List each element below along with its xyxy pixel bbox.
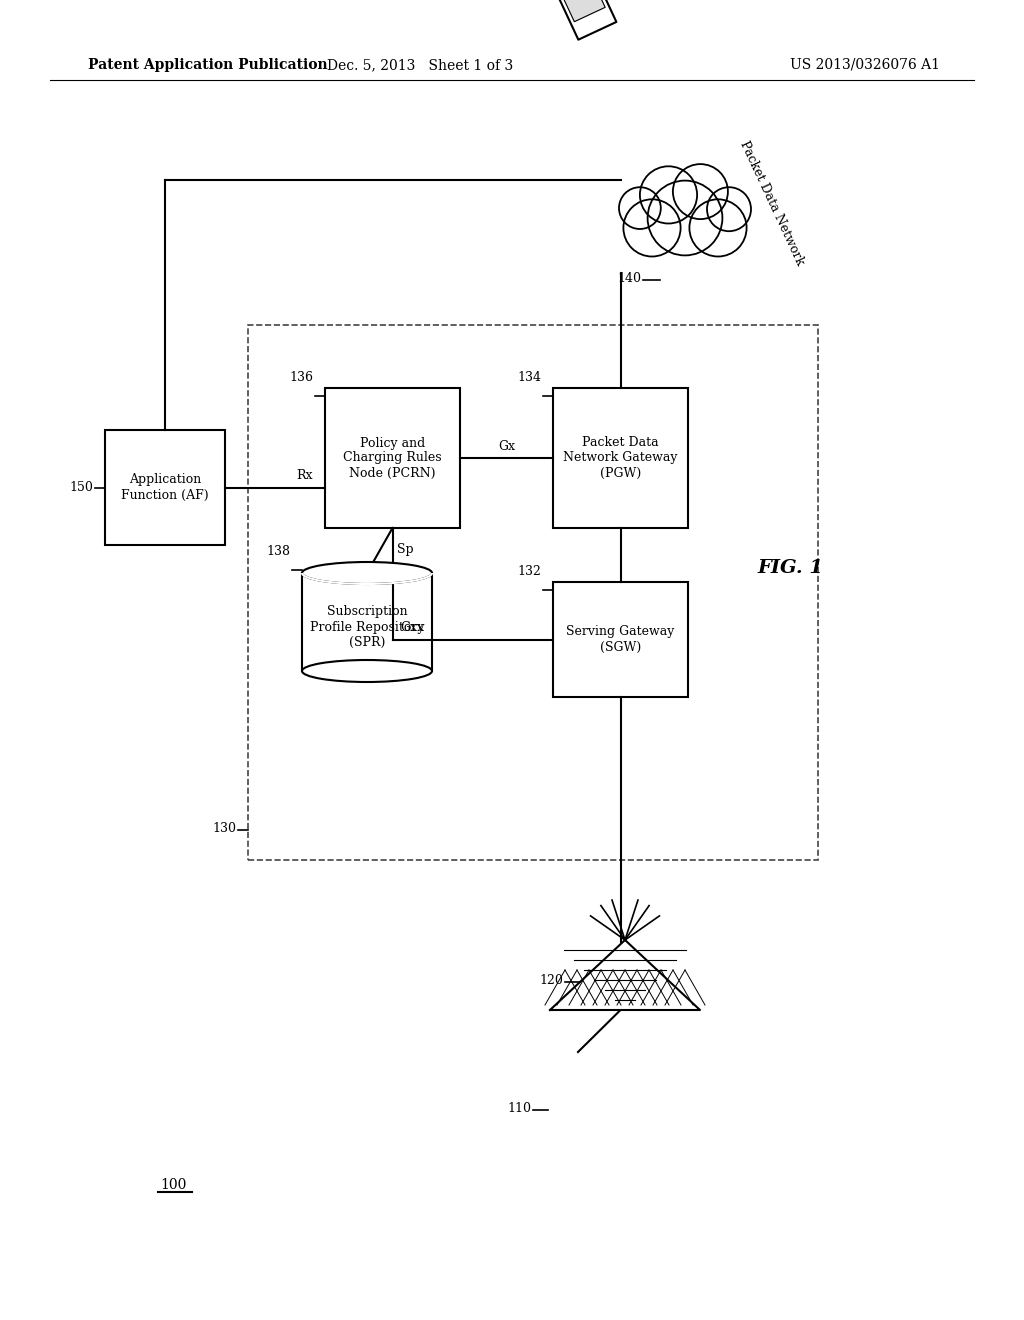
Text: 136: 136 [289,371,313,384]
Circle shape [618,187,660,228]
Circle shape [707,187,751,231]
Text: FIG. 1: FIG. 1 [757,558,823,577]
Text: 130: 130 [212,821,236,834]
Text: Patent Application Publication: Patent Application Publication [88,58,328,73]
Text: 100: 100 [160,1177,186,1192]
Bar [553,582,688,697]
Polygon shape [550,0,616,40]
Text: 120: 120 [539,974,563,986]
Text: 134: 134 [517,371,541,384]
Ellipse shape [302,562,432,583]
Text: 132: 132 [517,565,541,578]
Text: Subscription
Profile Repository
(SPR): Subscription Profile Repository (SPR) [309,606,424,648]
Text: 110: 110 [507,1101,531,1114]
Bar [325,388,460,528]
Polygon shape [556,0,605,21]
Polygon shape [550,940,700,1010]
Bar [105,430,225,545]
Text: 150: 150 [70,480,93,494]
Text: Policy and
Charging Rules
Node (PCRN): Policy and Charging Rules Node (PCRN) [343,437,441,479]
Circle shape [689,199,746,256]
Circle shape [624,199,681,256]
Text: Gxx: Gxx [400,620,425,634]
Text: 138: 138 [266,545,290,558]
Bar [302,573,432,671]
Text: Packet Data Network: Packet Data Network [737,139,806,268]
Text: Dec. 5, 2013   Sheet 1 of 3: Dec. 5, 2013 Sheet 1 of 3 [327,58,513,73]
Text: Sp: Sp [397,544,414,557]
Text: Serving Gateway
(SGW): Serving Gateway (SGW) [566,626,675,653]
Text: Packet Data
Network Gateway
(PGW): Packet Data Network Gateway (PGW) [563,437,678,479]
Text: US 2013/0326076 A1: US 2013/0326076 A1 [790,58,940,73]
Text: Gx: Gx [498,440,515,453]
Circle shape [640,166,697,223]
Bar [248,325,818,861]
Text: Application
Function (AF): Application Function (AF) [121,474,209,502]
Bar [553,388,688,528]
Circle shape [673,164,728,219]
Ellipse shape [302,660,432,682]
Text: 140: 140 [617,272,641,285]
Circle shape [647,181,722,255]
Text: Rx: Rx [297,469,313,482]
